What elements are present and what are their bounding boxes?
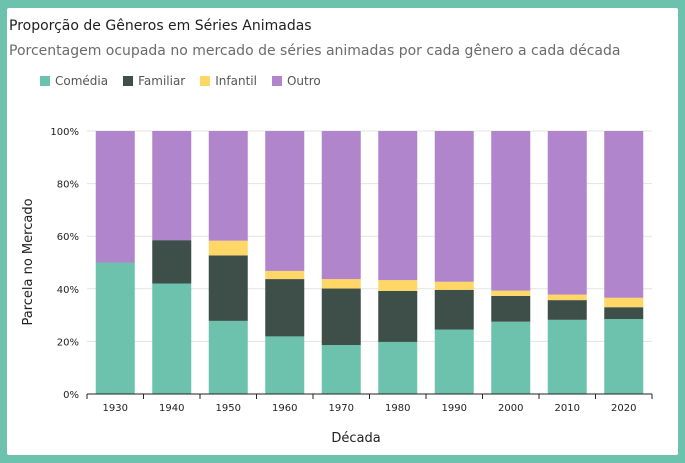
bar-segment-familiar[interactable] <box>152 240 192 284</box>
legend-label: Outro <box>286 74 321 88</box>
bar-segment-outro[interactable] <box>152 131 192 241</box>
bar-segment-infantil[interactable] <box>434 281 474 290</box>
legend-item-infantil[interactable]: Infantil <box>200 74 257 88</box>
y-tick-label: 20% <box>57 337 79 348</box>
y-tick-label: 0% <box>63 390 79 401</box>
bar-segment-infantil[interactable] <box>604 297 644 308</box>
x-tick-label: 1970 <box>329 403 354 414</box>
bar-segment-infantil[interactable] <box>265 270 305 280</box>
bar-segment-familiar[interactable] <box>434 289 474 330</box>
bar-segment-outro[interactable] <box>604 131 644 298</box>
bar-segment-outro[interactable] <box>547 131 587 295</box>
legend-swatch <box>123 76 134 86</box>
legend-item-comedia[interactable]: Comédia <box>40 74 108 88</box>
x-tick-label: 2010 <box>555 403 580 414</box>
legend-item-outro[interactable]: Outro <box>271 74 321 88</box>
bar-segment-familiar[interactable] <box>321 288 361 346</box>
bar-segment-familiar[interactable] <box>208 255 248 321</box>
x-tick-label: 1990 <box>442 403 467 414</box>
axes: 0% 20% 40% 60% 80% 100% 1930 1940 1950 1960 1970 19… <box>50 127 653 414</box>
legend: Comédia Familiar Infantil Outro <box>40 74 321 88</box>
y-tick-label: 60% <box>57 232 79 243</box>
legend-label: Familiar <box>138 74 186 88</box>
bar-segment-comdia[interactable] <box>265 336 305 394</box>
legend-label: Infantil <box>215 74 257 88</box>
bar-segment-comdia[interactable] <box>95 262 135 395</box>
bar-segment-comdia[interactable] <box>434 329 474 394</box>
bar-segment-outro[interactable] <box>321 131 361 280</box>
bar-segment-comdia[interactable] <box>378 341 418 394</box>
x-tick-label: 1940 <box>159 403 184 414</box>
bar-segment-familiar[interactable] <box>265 279 305 337</box>
bar-segment-infantil[interactable] <box>208 240 248 256</box>
bars <box>95 131 644 395</box>
legend-item-familiar[interactable]: Familiar <box>123 74 185 88</box>
bar-segment-outro[interactable] <box>208 131 248 241</box>
x-tick-label: 2000 <box>498 403 523 414</box>
bar-segment-comdia[interactable] <box>321 345 361 394</box>
bar-segment-outro[interactable] <box>434 131 474 282</box>
bar-segment-comdia[interactable] <box>547 319 587 394</box>
x-tick-label: 1980 <box>385 403 410 414</box>
y-tick-label: 100% <box>50 127 79 138</box>
y-axis-title: Parcela no Mercado <box>21 198 36 325</box>
bar-segment-familiar[interactable] <box>378 290 418 342</box>
x-tick-label: 1960 <box>272 403 297 414</box>
bar-segment-outro[interactable] <box>378 131 418 281</box>
bar-segment-infantil[interactable] <box>547 294 587 301</box>
bar-segment-familiar[interactable] <box>491 295 531 322</box>
legend-label: Comédia <box>55 74 109 88</box>
bar-segment-outro[interactable] <box>265 131 305 271</box>
x-tick-label: 2020 <box>611 403 636 414</box>
y-tick-label: 40% <box>57 285 79 296</box>
x-tick-label: 1930 <box>103 403 128 414</box>
chart-subtitle: Porcentagem ocupada no mercado de séries… <box>9 43 621 59</box>
bar-segment-comdia[interactable] <box>604 319 644 394</box>
bar-segment-comdia[interactable] <box>491 321 531 394</box>
bar-segment-comdia[interactable] <box>208 320 248 394</box>
legend-swatch <box>200 76 211 86</box>
bar-segment-outro[interactable] <box>491 131 531 291</box>
x-axis-title: Década <box>331 431 380 446</box>
bar-segment-comdia[interactable] <box>152 283 192 394</box>
bar-segment-familiar[interactable] <box>604 307 644 320</box>
bar-segment-infantil[interactable] <box>321 279 361 289</box>
bar-segment-infantil[interactable] <box>491 290 531 296</box>
chart-title: Proporção de Gêneros em Séries Animadas <box>9 18 312 34</box>
legend-swatch <box>271 76 282 86</box>
x-tick-label: 1950 <box>216 403 241 414</box>
y-tick-label: 80% <box>57 180 79 191</box>
legend-swatch <box>40 76 50 86</box>
bar-segment-infantil[interactable] <box>378 280 418 291</box>
bar-segment-outro[interactable] <box>95 131 135 263</box>
bar-segment-familiar[interactable] <box>547 300 587 320</box>
